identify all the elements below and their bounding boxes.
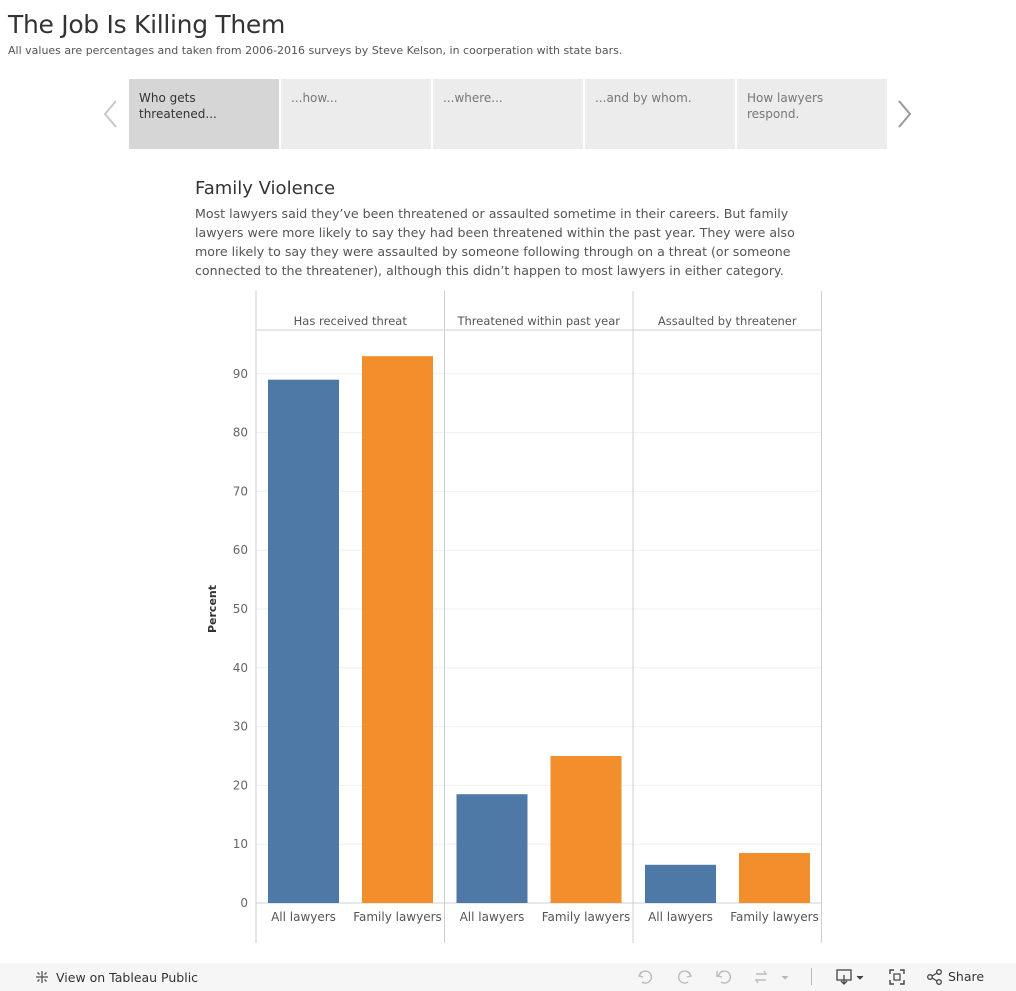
undo-icon[interactable]: [636, 968, 654, 986]
story-point-5[interactable]: How lawyers respond.: [737, 79, 887, 149]
tableau-logo-icon: [36, 971, 48, 983]
bar: [645, 864, 716, 903]
bar: [456, 794, 528, 903]
page-title: The Job Is Killing Them: [8, 10, 286, 39]
story-point-2[interactable]: ...how...: [281, 79, 431, 149]
previous-story-point-icon[interactable]: [100, 97, 122, 131]
bar-chart: 0 10 20 30 40 50 60 70 80 90 Percent Has received t…: [206, 291, 822, 943]
caption-title: Family Violence: [195, 178, 336, 199]
next-story-point-icon[interactable]: [893, 97, 915, 131]
share-icon[interactable]: [926, 968, 944, 986]
bar: [268, 379, 339, 903]
bar: [739, 853, 810, 903]
share-button[interactable]: Share: [948, 969, 985, 984]
x-tick-label: All lawyers: [460, 910, 525, 924]
footer-toolbar: View on Tableau Public Share: [0, 963, 1016, 991]
story-point-3[interactable]: ...where...: [433, 79, 583, 149]
y-tick-label: 60: [233, 543, 248, 557]
x-tick-label: Family lawyers: [542, 910, 631, 924]
y-axis-label: Percent: [206, 585, 219, 633]
y-tick-label: 70: [233, 484, 248, 498]
x-tick-label: All lawyers: [271, 910, 336, 924]
story-navigator: Who gets threatened... ...how... ...wher…: [100, 79, 920, 149]
panel-header: Assaulted by threatener: [658, 314, 797, 328]
y-tick-label: 30: [233, 720, 248, 734]
panel-header: Has received threat: [294, 314, 408, 328]
x-tick-label: Family lawyers: [353, 910, 442, 924]
refresh-icon[interactable]: [752, 968, 792, 986]
view-on-tableau-label: View on Tableau Public: [56, 969, 199, 985]
redo-icon[interactable]: [676, 968, 694, 986]
caption-text: Most lawyers said they’ve been threatene…: [195, 206, 795, 278]
story-point-1[interactable]: Who gets threatened...: [129, 79, 279, 149]
bar: [550, 756, 622, 903]
y-tick-label: 90: [233, 367, 248, 381]
y-tick-label: 40: [233, 661, 248, 675]
download-icon[interactable]: [836, 968, 868, 986]
y-tick-label: 0: [240, 896, 248, 910]
bar: [362, 356, 433, 903]
story-point-4[interactable]: ...and by whom.: [585, 79, 735, 149]
y-tick-label: 80: [233, 426, 248, 440]
x-tick-label: Family lawyers: [730, 910, 819, 924]
revert-icon[interactable]: [714, 968, 732, 986]
view-on-tableau-link[interactable]: View on Tableau Public: [34, 969, 198, 985]
page-subtitle: All values are percentages and taken fro…: [8, 44, 623, 57]
fullscreen-icon[interactable]: [888, 968, 906, 986]
x-tick-label: All lawyers: [648, 910, 713, 924]
y-tick-label: 10: [233, 837, 248, 851]
y-tick-label: 50: [233, 602, 248, 616]
panel-header: Threatened within past year: [456, 314, 620, 328]
y-tick-label: 20: [233, 778, 248, 792]
toolbar-divider: [811, 968, 812, 985]
